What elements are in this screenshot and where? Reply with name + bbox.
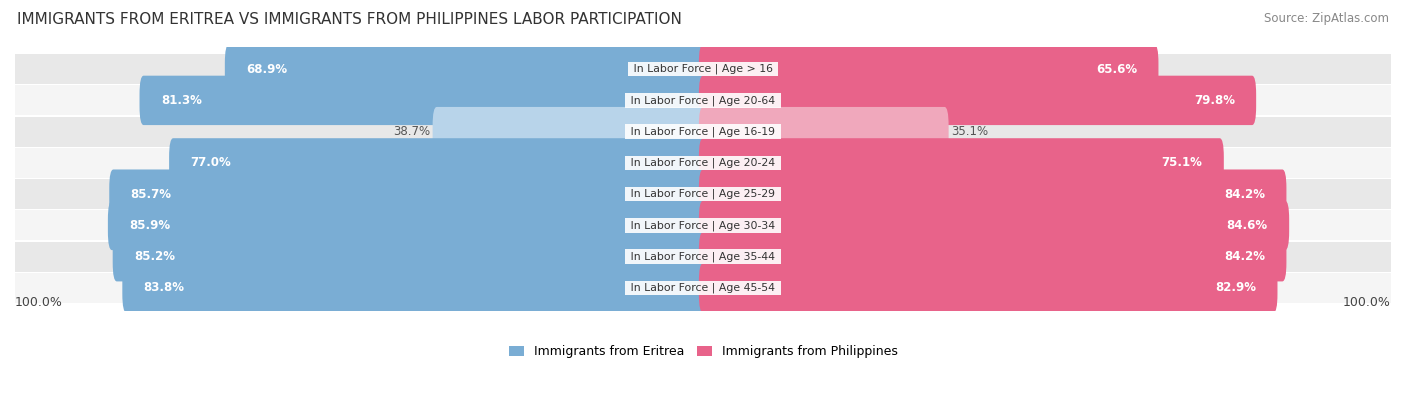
Text: 83.8%: 83.8% xyxy=(143,282,184,295)
Text: 85.9%: 85.9% xyxy=(129,219,170,232)
Bar xyxy=(15,242,1391,272)
Text: IMMIGRANTS FROM ERITREA VS IMMIGRANTS FROM PHILIPPINES LABOR PARTICIPATION: IMMIGRANTS FROM ERITREA VS IMMIGRANTS FR… xyxy=(17,12,682,27)
Text: In Labor Force | Age 35-44: In Labor Force | Age 35-44 xyxy=(627,252,779,262)
Text: 81.3%: 81.3% xyxy=(160,94,201,107)
FancyBboxPatch shape xyxy=(699,107,949,156)
Bar xyxy=(15,117,1391,147)
Text: 84.6%: 84.6% xyxy=(1226,219,1268,232)
Text: 77.0%: 77.0% xyxy=(190,156,231,169)
Text: Source: ZipAtlas.com: Source: ZipAtlas.com xyxy=(1264,12,1389,25)
Text: 84.2%: 84.2% xyxy=(1225,250,1265,263)
FancyBboxPatch shape xyxy=(110,169,707,219)
Text: 100.0%: 100.0% xyxy=(15,296,63,309)
Bar xyxy=(15,85,1391,115)
Text: In Labor Force | Age 20-24: In Labor Force | Age 20-24 xyxy=(627,158,779,168)
Bar xyxy=(15,273,1391,303)
FancyBboxPatch shape xyxy=(699,263,1278,313)
Text: 85.2%: 85.2% xyxy=(134,250,174,263)
Text: 75.1%: 75.1% xyxy=(1161,156,1202,169)
Bar xyxy=(15,54,1391,84)
FancyBboxPatch shape xyxy=(169,138,707,188)
FancyBboxPatch shape xyxy=(139,76,707,125)
Text: 35.1%: 35.1% xyxy=(952,125,988,138)
FancyBboxPatch shape xyxy=(433,107,707,156)
Text: 65.6%: 65.6% xyxy=(1097,63,1137,75)
FancyBboxPatch shape xyxy=(699,232,1286,281)
Text: In Labor Force | Age 45-54: In Labor Force | Age 45-54 xyxy=(627,283,779,293)
FancyBboxPatch shape xyxy=(225,44,707,94)
Text: In Labor Force | Age 30-34: In Labor Force | Age 30-34 xyxy=(627,220,779,231)
Text: In Labor Force | Age 20-64: In Labor Force | Age 20-64 xyxy=(627,95,779,105)
FancyBboxPatch shape xyxy=(122,263,707,313)
Bar xyxy=(15,179,1391,209)
FancyBboxPatch shape xyxy=(112,232,707,281)
Text: In Labor Force | Age 16-19: In Labor Force | Age 16-19 xyxy=(627,126,779,137)
Text: 84.2%: 84.2% xyxy=(1225,188,1265,201)
Text: 79.8%: 79.8% xyxy=(1194,94,1234,107)
Text: 100.0%: 100.0% xyxy=(1343,296,1391,309)
FancyBboxPatch shape xyxy=(108,201,707,250)
Text: 38.7%: 38.7% xyxy=(392,125,430,138)
Bar xyxy=(15,148,1391,178)
Text: 68.9%: 68.9% xyxy=(246,63,287,75)
FancyBboxPatch shape xyxy=(699,201,1289,250)
Bar xyxy=(15,211,1391,241)
FancyBboxPatch shape xyxy=(699,138,1223,188)
Text: 85.7%: 85.7% xyxy=(131,188,172,201)
FancyBboxPatch shape xyxy=(699,169,1286,219)
Text: In Labor Force | Age 25-29: In Labor Force | Age 25-29 xyxy=(627,189,779,199)
Text: 82.9%: 82.9% xyxy=(1215,282,1256,295)
Text: In Labor Force | Age > 16: In Labor Force | Age > 16 xyxy=(630,64,776,74)
FancyBboxPatch shape xyxy=(699,76,1256,125)
FancyBboxPatch shape xyxy=(699,44,1159,94)
Legend: Immigrants from Eritrea, Immigrants from Philippines: Immigrants from Eritrea, Immigrants from… xyxy=(503,340,903,363)
